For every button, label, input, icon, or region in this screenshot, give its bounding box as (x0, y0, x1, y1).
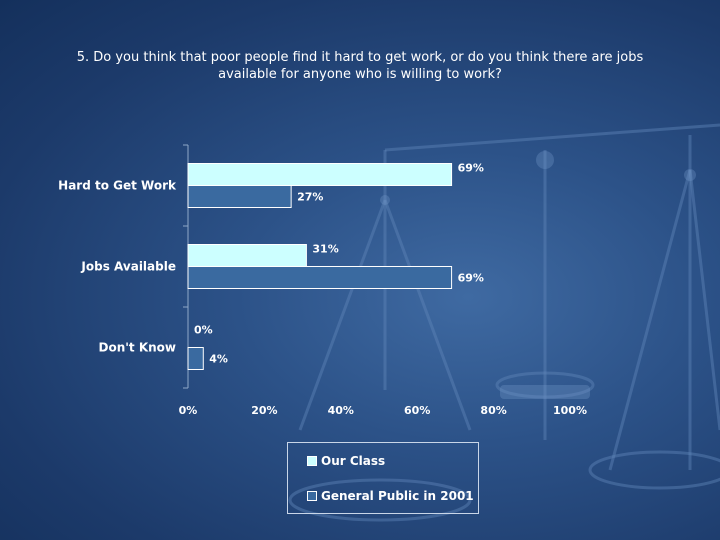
legend-swatch-our-class (307, 456, 317, 466)
bar (187, 163, 453, 186)
chart-title: 5. Do you think that poor people find it… (40, 49, 680, 83)
x-tick-label: 0% (179, 404, 198, 417)
data-label: 0% (194, 324, 213, 337)
chart-legend: Our Class General Public in 2001 (287, 442, 479, 514)
data-label: 27% (297, 191, 323, 204)
bar (187, 266, 453, 289)
legend-label-general-public: General Public in 2001 (321, 489, 474, 503)
x-tick-label: 80% (480, 404, 506, 417)
chart-title-line-1: 5. Do you think that poor people find it… (76, 50, 644, 65)
legend-swatch-general-public (307, 491, 317, 501)
legend-item-general-public: General Public in 2001 (307, 489, 474, 503)
x-tick-label: 100% (553, 404, 587, 417)
x-tick-label: 20% (251, 404, 277, 417)
data-label: 69% (458, 272, 484, 285)
legend-item-our-class: Our Class (307, 454, 385, 468)
x-tick-label: 40% (328, 404, 354, 417)
x-tick-label: 60% (404, 404, 430, 417)
data-label: 69% (458, 162, 484, 175)
chart-title-line-2: available for anyone who is willing to w… (218, 67, 502, 82)
data-label: 31% (312, 243, 338, 256)
category-label: Don't Know (98, 341, 176, 355)
category-label: Hard to Get Work (58, 179, 177, 193)
bar (187, 244, 307, 267)
category-label: Jobs Available (80, 260, 176, 274)
data-label: 4% (209, 353, 228, 366)
legend-label-our-class: Our Class (321, 454, 386, 468)
bar (187, 347, 204, 370)
bar (187, 185, 292, 208)
